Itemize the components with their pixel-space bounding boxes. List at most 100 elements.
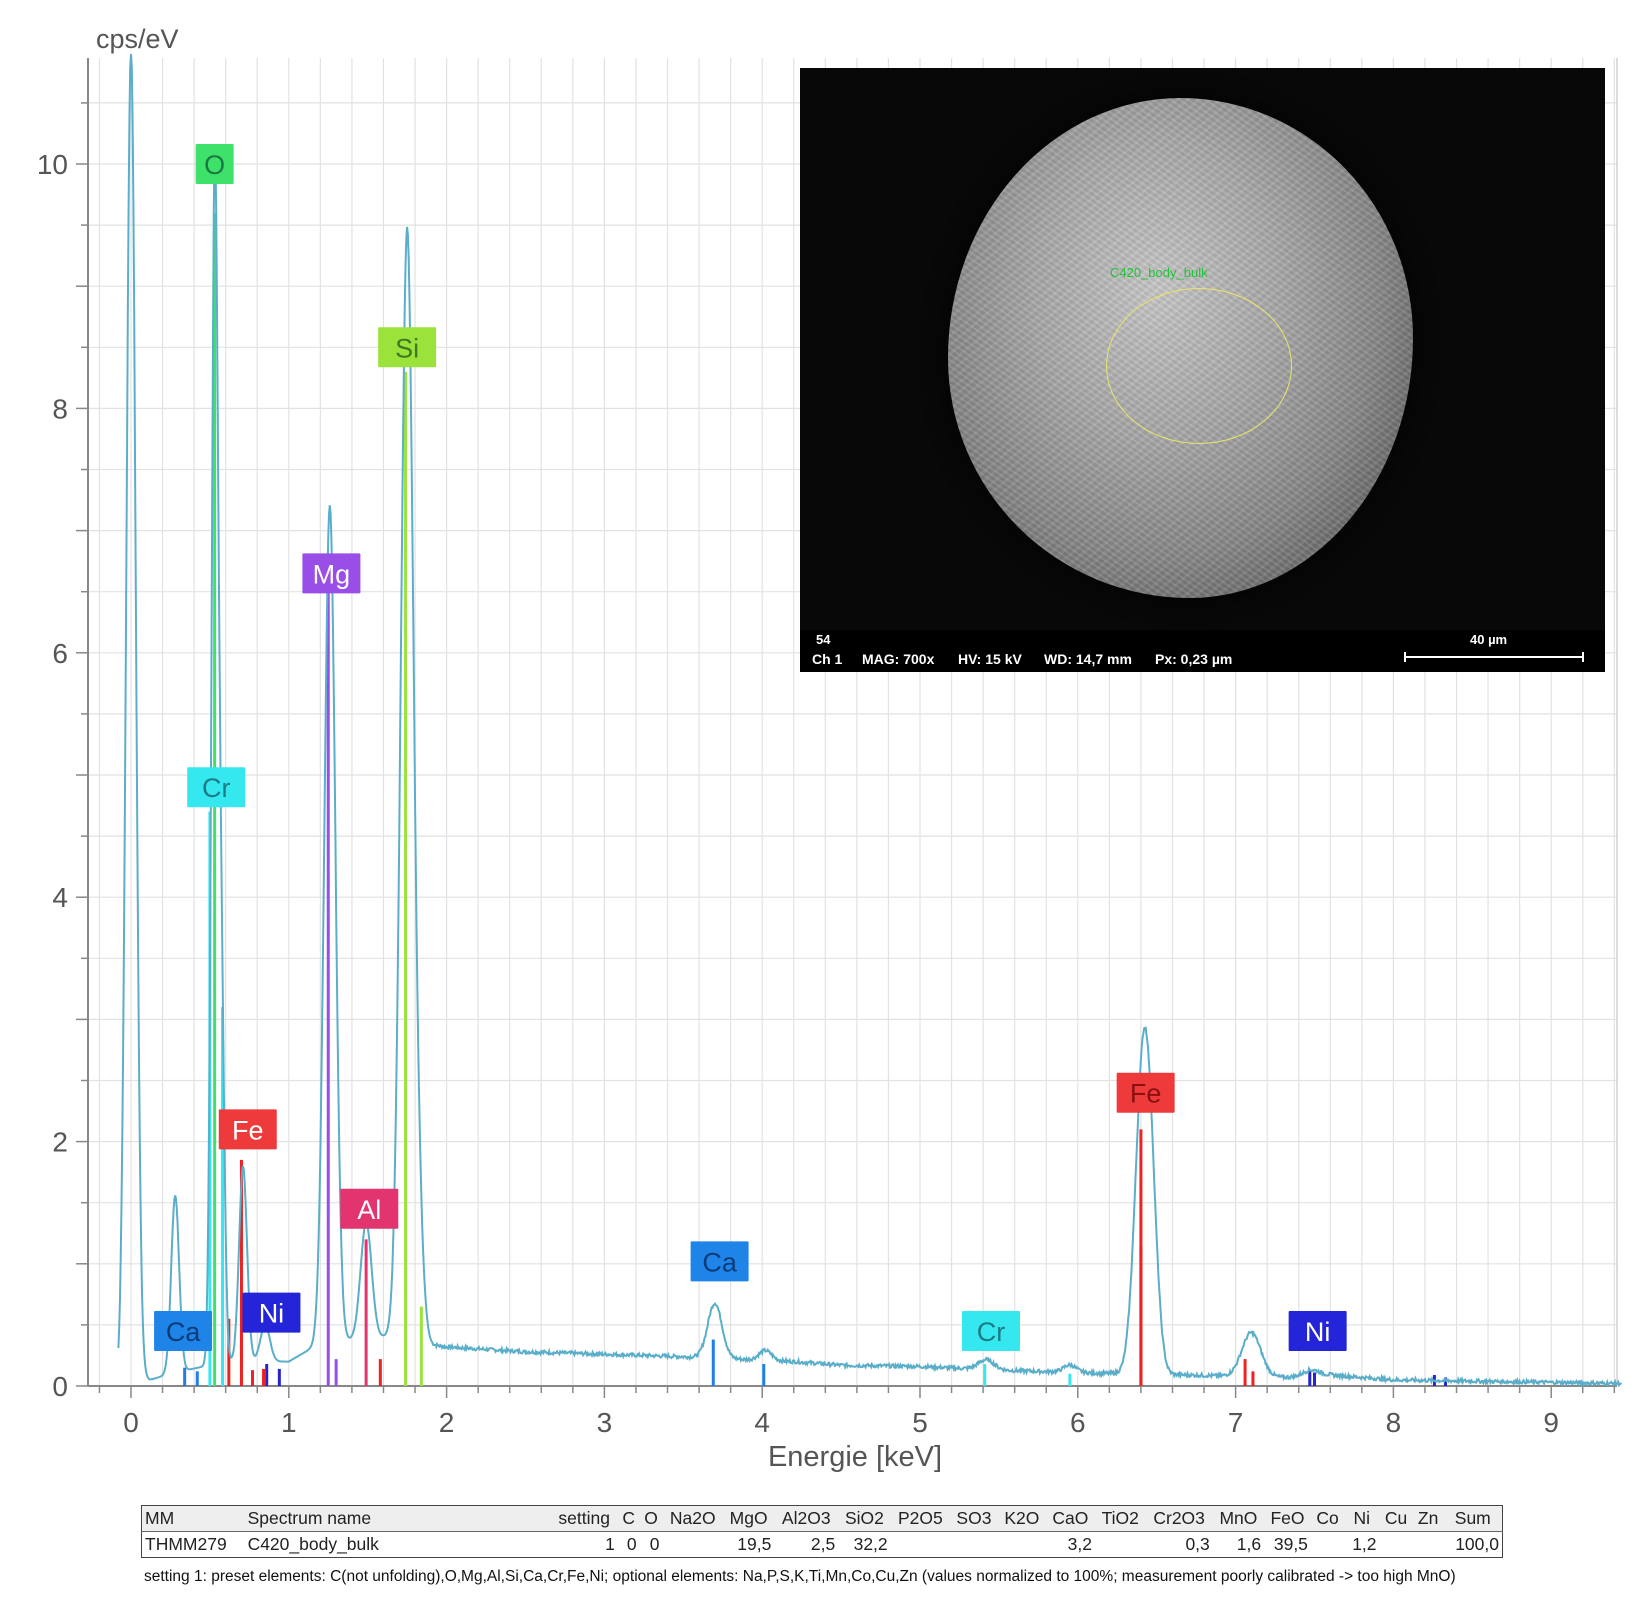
x-tick-label: 5 xyxy=(912,1407,928,1438)
element-label-text: Fe xyxy=(232,1115,264,1145)
x-tick-label: 8 xyxy=(1386,1407,1402,1438)
element-label-ca: Ca xyxy=(690,1241,749,1282)
table-cell: 0,3 xyxy=(1185,1534,1210,1554)
element-label-box xyxy=(378,327,437,368)
element-label-box xyxy=(690,1241,749,1282)
x-tick-labels: 0 1 2 3 4 5 6 7 8 9 xyxy=(123,1407,1559,1438)
element-label-mg: Mg xyxy=(302,553,361,594)
element-label-text: Si xyxy=(395,333,419,363)
y-tick-label: 6 xyxy=(52,638,68,669)
element-label-box xyxy=(187,767,246,808)
x-tick-label: 3 xyxy=(597,1407,613,1438)
element-label-ni: Ni xyxy=(242,1292,301,1333)
element-label-text: Ca xyxy=(166,1317,201,1347)
table-cell xyxy=(663,1532,723,1558)
x-axis-title: Energie [keV] xyxy=(768,1441,942,1473)
x-tick-label: 7 xyxy=(1228,1407,1244,1438)
table-cell xyxy=(1380,1532,1413,1558)
header-sio2: SiO2 xyxy=(844,1508,884,1528)
x-tick-label: 9 xyxy=(1543,1407,1559,1438)
results-header-row: MM Spectrum name setting C O Na2O MgO Al2O3 SiO2… xyxy=(141,1505,1503,1532)
table-row: THMM279 C420_body_bulk 1 0 0 19,5 2,5 32,2 3,2 0,… xyxy=(141,1531,1503,1558)
element-label-box xyxy=(218,1109,277,1150)
table-cell xyxy=(1095,1532,1146,1558)
image-number: 54 xyxy=(816,632,831,647)
table-cell: 3,2 xyxy=(1067,1534,1092,1554)
table-cell: 0 xyxy=(626,1534,637,1554)
element-label-cr: Cr xyxy=(187,767,246,808)
element-label-box xyxy=(302,553,361,594)
sem-info-bar xyxy=(800,630,1605,672)
header-al2o3: Al2O3 xyxy=(781,1508,831,1528)
element-label-text: Mg xyxy=(313,559,351,589)
y-tick-label: 8 xyxy=(52,393,68,424)
header-mm: MM xyxy=(145,1508,175,1528)
element-label-text: O xyxy=(204,150,225,180)
y-tick-label: 0 xyxy=(52,1371,68,1402)
element-label-box xyxy=(1288,1311,1347,1352)
element-label-si: Si xyxy=(378,327,437,368)
element-label-box xyxy=(242,1292,301,1333)
element-label-text: Al xyxy=(357,1195,381,1225)
scale-bar xyxy=(1404,652,1584,662)
results-body: THMM279 C420_body_bulk 1 0 0 19,5 2,5 32,2 3,2 0,… xyxy=(141,1531,1503,1558)
element-label-al: Al xyxy=(340,1188,399,1229)
header-p2o5: P2O5 xyxy=(897,1508,943,1528)
y-tick-label: 4 xyxy=(52,882,68,913)
header-mno: MnO xyxy=(1219,1508,1258,1528)
hv-label: HV: 15 kV xyxy=(958,651,1022,667)
element-label-text: Ca xyxy=(702,1247,737,1277)
header-feo: FeO xyxy=(1270,1508,1305,1528)
x-tick-label: 4 xyxy=(754,1407,770,1438)
settings-note: setting 1: preset elements: C(not unfold… xyxy=(144,1568,1456,1585)
results-table: MM Spectrum name setting C O Na2O MgO Al2O3 SiO2… xyxy=(141,1505,1503,1558)
table-cell: 1 xyxy=(605,1534,615,1554)
element-label-cr: Cr xyxy=(962,1311,1021,1352)
table-cell: 2,5 xyxy=(810,1534,836,1554)
table-cell xyxy=(891,1532,950,1558)
header-c: C xyxy=(622,1508,636,1528)
spectrum-line xyxy=(117,53,1623,1388)
element-label-text: Cr xyxy=(202,773,231,803)
element-label-box xyxy=(962,1311,1021,1352)
table-cell: 19,5 xyxy=(737,1534,772,1554)
element-label-box xyxy=(195,144,234,184)
table-cell: 1,2 xyxy=(1352,1534,1377,1554)
chart-grid xyxy=(88,58,1617,1386)
sem-image-inset: C420_body_bulk 54 Ch 1 MAG: 700x HV: 15 … xyxy=(800,68,1605,672)
x-tick-label: 6 xyxy=(1070,1407,1086,1438)
header-mgo: MgO xyxy=(729,1508,768,1528)
element-label-ca: Ca xyxy=(154,1311,213,1352)
y-tick-labels: 0 2 4 6 8 10 xyxy=(37,149,68,1402)
element-label-text: Cr xyxy=(977,1317,1006,1347)
header-na2o: Na2O xyxy=(669,1508,716,1528)
table-cell xyxy=(998,1532,1046,1558)
element-label-box xyxy=(154,1311,213,1352)
table-cell: 39,5 xyxy=(1273,1534,1308,1554)
table-cell: 32,2 xyxy=(853,1534,888,1554)
header-zn: Zn xyxy=(1417,1508,1439,1528)
header-so3: SO3 xyxy=(956,1508,992,1528)
header-o: O xyxy=(644,1508,658,1528)
element-label-fe: Fe xyxy=(218,1109,277,1150)
wd-label: WD: 14,7 mm xyxy=(1044,651,1132,667)
element-label-ni: Ni xyxy=(1288,1311,1347,1352)
element-label-text: Ni xyxy=(1305,1317,1331,1347)
y-tick-label: 10 xyxy=(37,149,68,180)
table-cell: 0 xyxy=(649,1534,660,1554)
header-tio2: TiO2 xyxy=(1101,1508,1139,1528)
table-cell: C420_body_bulk xyxy=(247,1534,379,1554)
element-label-box xyxy=(340,1188,399,1229)
y-tick-label: 2 xyxy=(52,1127,68,1158)
header-sum: Sum xyxy=(1454,1508,1491,1528)
scale-label: 40 µm xyxy=(1470,632,1508,647)
element-label-box xyxy=(1116,1072,1175,1113)
table-cell xyxy=(1311,1532,1344,1558)
table-cell xyxy=(1413,1532,1444,1558)
x-tick-label: 1 xyxy=(281,1407,297,1438)
roi-label: C420_body_bulk xyxy=(1110,265,1208,280)
header-spectrum-name: Spectrum name xyxy=(247,1508,372,1528)
y-axis-title: cps/eV xyxy=(96,24,179,54)
header-k2o: K2O xyxy=(1004,1508,1040,1528)
